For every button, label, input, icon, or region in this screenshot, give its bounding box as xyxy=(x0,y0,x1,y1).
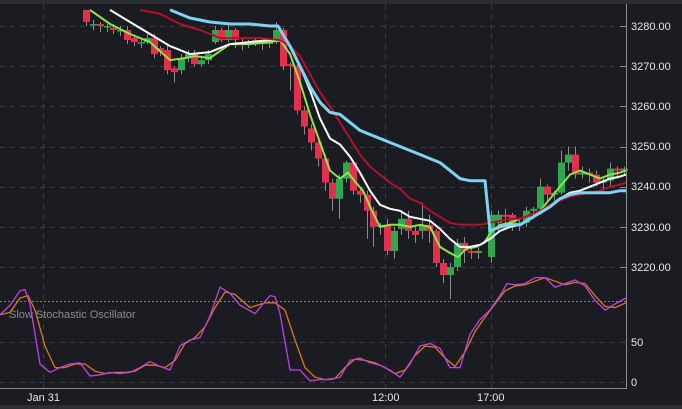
price-label: 3250.00 xyxy=(631,141,671,153)
price-label: 3280.00 xyxy=(631,21,671,33)
oscillator-label: 50 xyxy=(631,337,643,349)
price-label: 3240.00 xyxy=(631,181,671,193)
candlestick-series xyxy=(83,9,628,300)
oscillator-label: 0 xyxy=(631,377,637,389)
time-label: 12:00 xyxy=(372,392,400,404)
grid-lines xyxy=(0,4,626,388)
price-label: 3220.00 xyxy=(631,262,671,274)
top-bar xyxy=(0,0,682,4)
moving-average-lines xyxy=(89,8,627,258)
oscillator-title: Slow Stochastic Oscillator xyxy=(9,309,136,321)
oscillator-axis: 50 0 xyxy=(631,337,643,389)
price-label: 3270.00 xyxy=(631,61,671,73)
price-axis[interactable]: 3280.00 3270.00 3260.00 3250.00 3240.00 … xyxy=(631,21,671,274)
bottom-strip xyxy=(0,405,682,409)
price-label: 3230.00 xyxy=(631,222,671,234)
stochastic-oscillator-pane xyxy=(0,276,627,382)
price-label: 3260.00 xyxy=(631,101,671,113)
time-axis[interactable]: Jan 31 12:00 17:00 xyxy=(27,392,505,404)
time-label: Jan 31 xyxy=(27,392,60,404)
time-label: 17:00 xyxy=(477,392,505,404)
